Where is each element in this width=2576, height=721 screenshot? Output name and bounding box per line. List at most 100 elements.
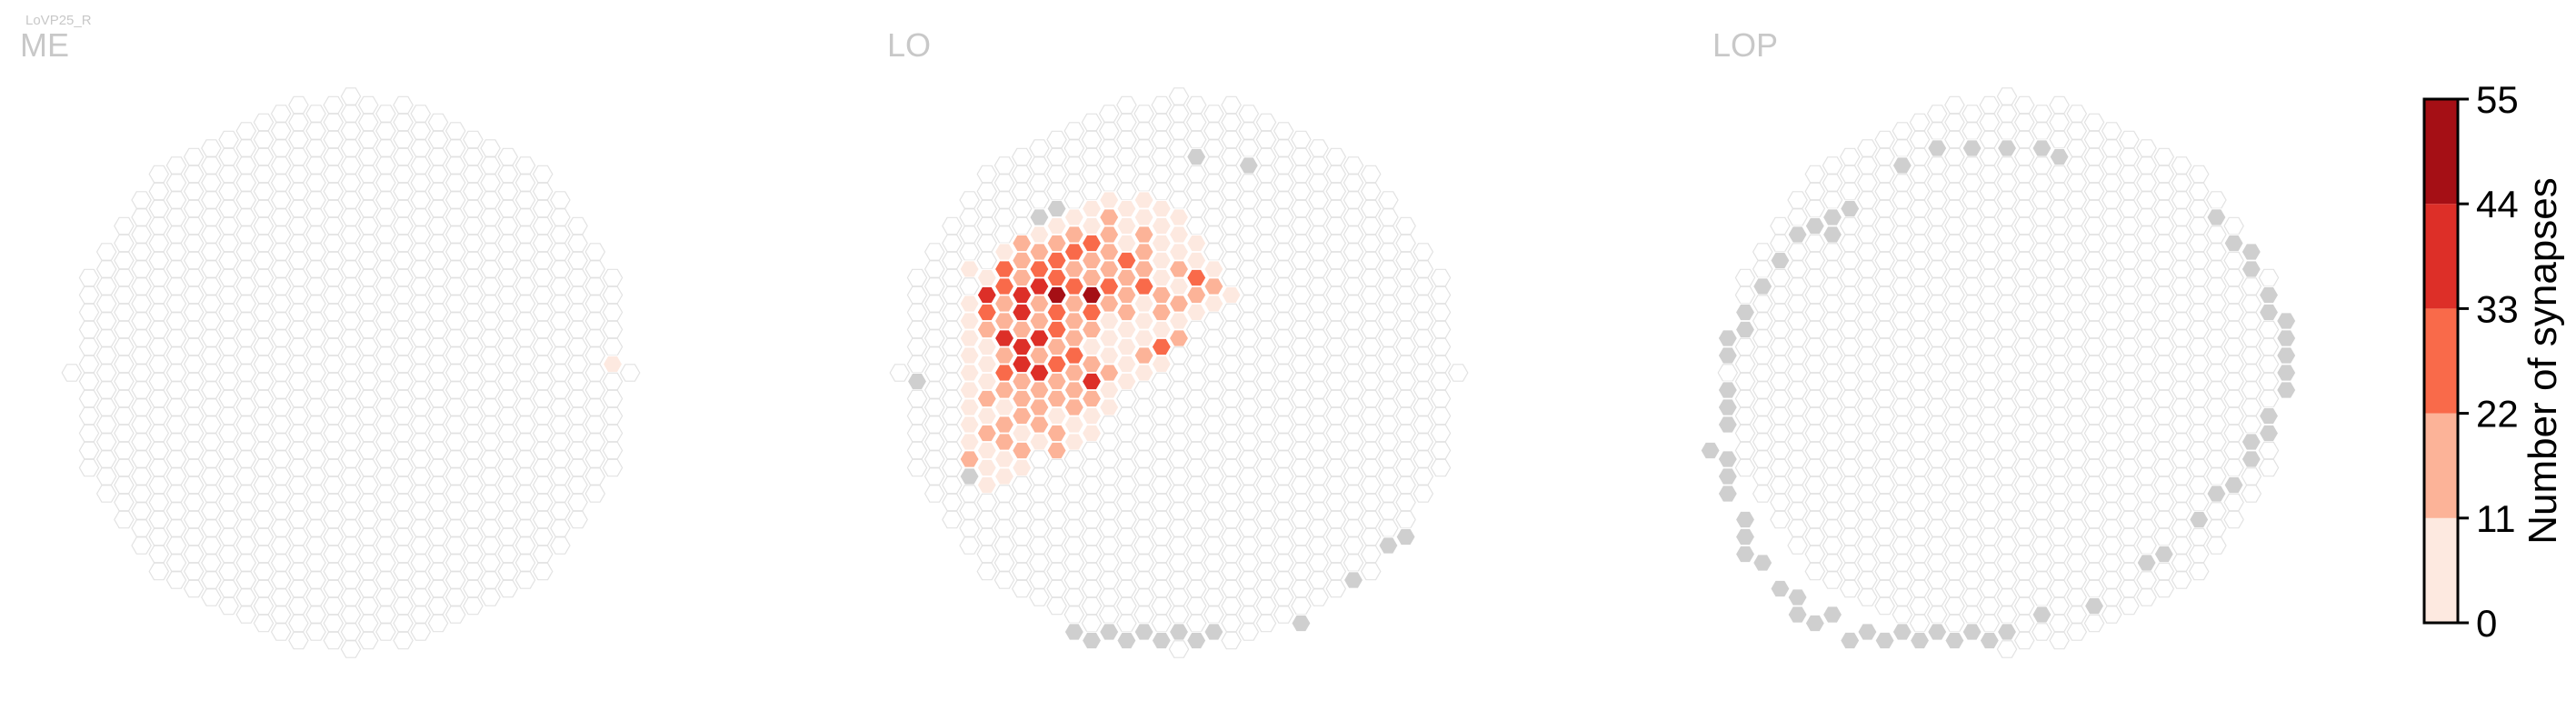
hex-cell-empty <box>288 510 309 529</box>
hex-cell-empty <box>2101 536 2122 555</box>
hex-cell-empty <box>2119 251 2140 270</box>
hex-cell-empty <box>393 216 414 235</box>
hex-cell-empty <box>1770 303 1791 322</box>
hex-cell-empty <box>1221 476 1242 495</box>
hex-cell-empty <box>1378 467 1399 486</box>
hex-cell-empty <box>2013 596 2035 616</box>
hex-cell-empty <box>1133 381 1154 399</box>
hex-cell-empty <box>1874 406 1895 426</box>
hex-cell-empty <box>1308 381 1329 399</box>
hex-cell-empty <box>2153 493 2175 512</box>
hex-cell-empty <box>1839 268 1861 287</box>
hex-cell-empty <box>514 536 536 555</box>
hex-cell-empty <box>410 433 432 451</box>
hex-cell-synapse <box>1098 191 1120 209</box>
hex-cell-empty <box>2049 424 2070 443</box>
hex-cell-empty <box>2032 260 2052 278</box>
hex-cell-empty <box>2049 406 2070 426</box>
hex-cell-empty <box>131 208 152 226</box>
hex-cell-empty <box>218 251 239 270</box>
hex-cell-empty <box>1151 545 1173 564</box>
hex-cell-empty <box>1804 562 1826 581</box>
hex-cell-empty <box>567 234 588 253</box>
hex-cell-synapse <box>1185 303 1207 322</box>
hex-cell-empty <box>2066 416 2088 434</box>
hex-cell-empty <box>567 268 588 287</box>
hex-cell-synapse <box>1081 216 1103 235</box>
hex-cell-empty <box>1168 122 1190 140</box>
hex-cell-empty <box>1378 260 1399 278</box>
hex-cell-empty <box>2241 329 2262 347</box>
hex-cell-empty <box>1291 562 1312 581</box>
hex-cell-empty <box>1343 208 1364 226</box>
hex-cell-empty <box>1203 156 1224 175</box>
hex-cell-empty <box>1770 268 1791 287</box>
hex-cell-empty <box>2032 485 2052 503</box>
hex-cell-empty <box>1273 485 1294 503</box>
hex-cell-empty <box>1255 199 1277 218</box>
hex-cell-empty <box>253 355 275 374</box>
hex-cell-empty <box>1185 95 1207 115</box>
hex-cell-empty <box>340 243 362 261</box>
hex-cell-empty <box>357 406 379 426</box>
hex-cell-empty <box>131 433 152 451</box>
hex-cell-empty <box>976 527 998 546</box>
hex-cell-empty <box>1238 122 1260 140</box>
hex-cell-empty <box>410 588 432 606</box>
hex-cell-empty <box>2066 243 2088 261</box>
hex-cell-empty <box>2066 156 2088 175</box>
hex-cell-empty <box>1395 285 1416 305</box>
hex-cell-empty <box>410 208 432 226</box>
hex-cell-empty <box>201 174 222 192</box>
hex-cell-empty <box>148 406 170 426</box>
hex-cell-empty <box>906 458 928 477</box>
hex-cell-empty <box>288 285 309 305</box>
hex-cell-empty <box>1029 450 1050 468</box>
hex-cell-empty <box>1770 216 1791 235</box>
hex-cell-empty <box>497 216 519 235</box>
hex-cell-empty <box>375 398 396 416</box>
hex-cell-empty <box>1413 398 1434 416</box>
hex-cell-synapse <box>1098 364 1120 382</box>
hex-cell-empty <box>393 95 414 115</box>
hex-cell-empty <box>2153 337 2175 356</box>
hex-cell-no-data <box>1804 216 1826 235</box>
hex-cell-empty <box>1221 614 1242 633</box>
hex-cell-empty <box>1116 130 1137 149</box>
hex-cell-empty <box>357 182 379 201</box>
hex-cell-empty <box>444 485 466 503</box>
hex-cell-empty <box>584 329 606 347</box>
hex-cell-synapse <box>1063 381 1085 399</box>
hex-cell-empty <box>1360 562 1382 581</box>
hex-cell-empty <box>1063 122 1085 140</box>
hex-cell-empty <box>427 303 449 322</box>
hex-cell-empty <box>2153 389 2175 408</box>
hex-cell-empty <box>253 147 275 166</box>
hex-cell-empty <box>148 251 170 270</box>
hex-cell-empty <box>1839 165 1861 184</box>
hex-cell-empty <box>1979 579 2001 598</box>
hex-cell-empty <box>114 320 135 339</box>
hex-cell-empty <box>183 234 205 253</box>
hex-cell-empty <box>1395 251 1416 270</box>
hex-cell-empty <box>2206 502 2227 520</box>
hex-cell-empty <box>235 191 257 209</box>
hex-cell-empty <box>2136 519 2157 537</box>
hex-cell-empty <box>253 320 275 339</box>
hex-cell-empty <box>1839 441 1861 460</box>
hex-cell-no-data <box>1752 554 1773 572</box>
hex-cell-empty <box>1255 596 1277 616</box>
hex-cell-empty <box>2153 285 2175 305</box>
hex-cell-empty <box>375 519 396 537</box>
hex-cell-empty <box>340 191 362 209</box>
hex-cell-empty <box>497 579 519 598</box>
hex-cell-empty <box>95 295 117 313</box>
hex-cell-empty <box>1996 381 2018 399</box>
hex-cell-empty <box>480 295 501 313</box>
hex-cell-empty <box>148 458 170 477</box>
hex-grid-lo <box>889 87 1469 658</box>
hex-cell-empty <box>288 406 309 426</box>
hex-cell-empty <box>201 260 222 278</box>
hex-cell-empty <box>183 320 205 339</box>
hex-cell-empty <box>1133 588 1154 606</box>
